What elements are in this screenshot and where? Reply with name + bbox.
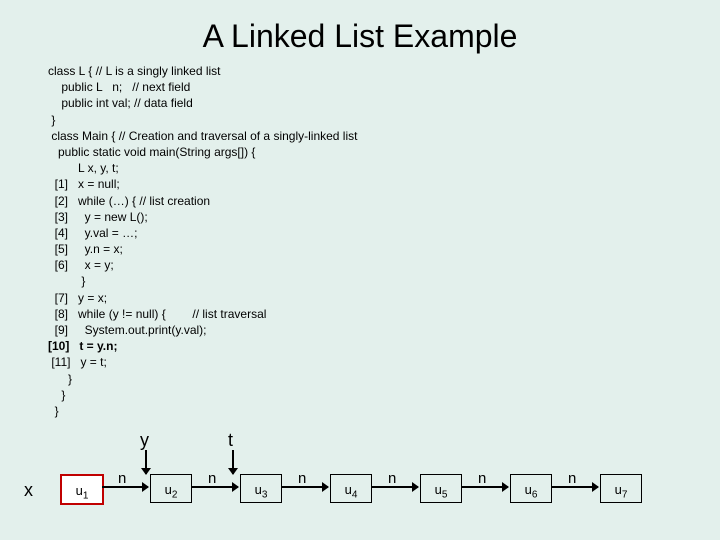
code-block: class L { // L is a singly linked list p…	[0, 63, 720, 419]
code-line: [3] y = new L();	[48, 209, 720, 225]
list-node: u7	[600, 474, 642, 503]
list-node: u4	[330, 474, 372, 503]
pointer-t: t	[228, 430, 233, 451]
code-line: }	[48, 403, 720, 419]
linked-list-diagram: x y t u1 u2 u3 u4 u5 u6 u7 n n n n n n	[0, 430, 720, 530]
code-line: public static void main(String args[]) {	[48, 144, 720, 160]
code-line: }	[48, 387, 720, 403]
code-line: [5] y.n = x;	[48, 241, 720, 257]
page-title: A Linked List Example	[0, 0, 720, 63]
edge-label: n	[568, 470, 576, 487]
pointer-x: x	[24, 480, 33, 501]
edge-label: n	[478, 470, 486, 487]
code-line: [1] x = null;	[48, 176, 720, 192]
list-node: u1	[60, 474, 104, 505]
code-line: [7] y = x;	[48, 290, 720, 306]
code-line: }	[48, 273, 720, 289]
code-line: public int val; // data field	[48, 95, 720, 111]
code-line: public L n; // next field	[48, 79, 720, 95]
code-line: [10] t = y.n;	[48, 338, 720, 354]
code-line: [8] while (y != null) { // list traversa…	[48, 306, 720, 322]
code-line: [6] x = y;	[48, 257, 720, 273]
list-node: u6	[510, 474, 552, 503]
code-line: [11] y = t;	[48, 354, 720, 370]
list-node: u2	[150, 474, 192, 503]
edge-label: n	[298, 470, 306, 487]
list-node: u3	[240, 474, 282, 503]
code-line: }	[48, 371, 720, 387]
code-line: [4] y.val = …;	[48, 225, 720, 241]
code-line: L x, y, t;	[48, 160, 720, 176]
code-line: class Main { // Creation and traversal o…	[48, 128, 720, 144]
code-line: [2] while (…) { // list creation	[48, 193, 720, 209]
code-line: class L { // L is a singly linked list	[48, 63, 720, 79]
code-line: [9] System.out.print(y.val);	[48, 322, 720, 338]
edge-label: n	[388, 470, 396, 487]
code-line: }	[48, 112, 720, 128]
arrow-down-icon	[232, 450, 234, 474]
list-node: u5	[420, 474, 462, 503]
pointer-y: y	[140, 430, 149, 451]
edge-label: n	[118, 470, 126, 487]
arrow-down-icon	[145, 450, 147, 474]
edge-label: n	[208, 470, 216, 487]
